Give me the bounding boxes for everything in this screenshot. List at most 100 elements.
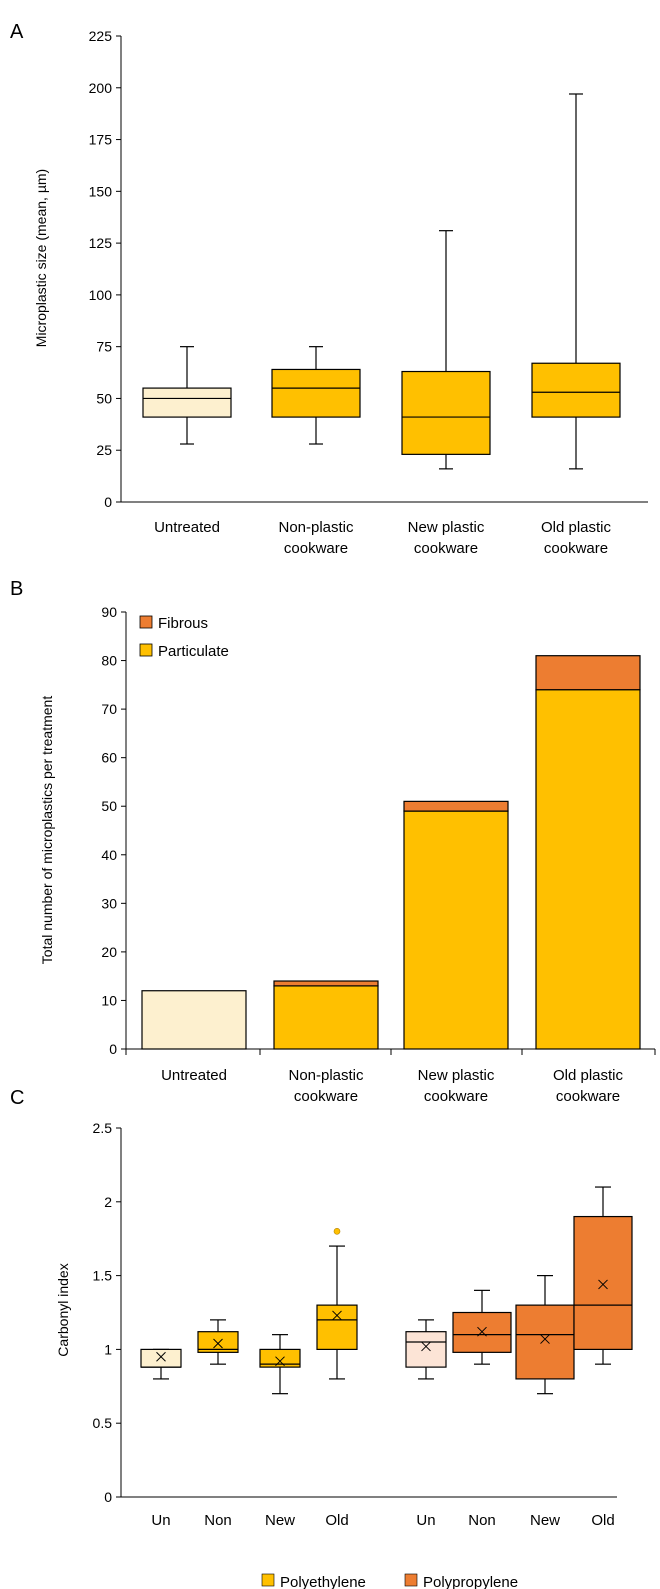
panel-c-y-axis-label: Carbonyl index [55,1263,71,1356]
panel-a-ytick-label: 125 [89,235,113,251]
panel-c-pe-new-box [259,1348,301,1368]
panel-a-ytick-label: 50 [96,390,112,406]
panel-b-category-label: Old plastic [553,1067,624,1084]
panel-c-pe-old-outlier-point [333,1228,341,1235]
panel-a-category-label: Old plastic [541,519,612,536]
panel-c-category-label: New [265,1512,295,1529]
panel-a-ytick-label: 100 [89,287,113,303]
legend-polypropylene-label: Polypropylene [423,1574,518,1589]
panel-a-y-axis-label: Microplastic size (mean, µm) [33,169,49,347]
panel-a: A Microplastic size (mean, µm) 0 25 50 75 10… [10,21,648,557]
panel-c-category-label: New [530,1512,560,1529]
panel-b-old-plastic-particulate-bar [535,689,641,1050]
panel-c-category-label: Old [591,1512,614,1529]
panel-b-non-plastic-particulate-bar [273,985,379,1050]
panel-b-y-axis-label: Total number of microplastics per treatm… [39,696,55,965]
panel-a-untreated-box [142,387,232,418]
panel-a-ytick-label: 75 [96,339,112,355]
panel-c-pe-non-mean-marker [213,1338,223,1349]
panel-c-ytick-label: 2 [104,1194,112,1210]
panel-a-non-plastic-box [271,368,361,418]
panel-c-category-label: Non [468,1512,496,1529]
panel-b-ytick-label: 20 [101,944,117,960]
panel-c-category-label: Old [325,1512,348,1529]
panel-a-category-label: Untreated [154,519,220,536]
panel-a-category-label: Non-plastic [278,519,354,536]
panel-b-old-plastic-fibrous-bar [535,655,641,691]
panel-c-boxes [140,1186,633,1395]
panel-b-bars [125,655,656,1055]
panel-b-x-categories: Untreated Non-plastic cookware New plastic c… [161,1067,623,1105]
panel-c-y-ticks: 0 0.5 1 1.5 2 2.5 [93,1120,121,1505]
panel-a-category-label: cookware [544,540,608,557]
panel-b-category-label: cookware [294,1088,358,1105]
panel-c-letter: C [10,1087,24,1109]
panel-b-untreated-particulate-bar [141,990,247,1050]
panel-b-ytick-label: 80 [101,653,117,669]
legend-polyethylene-swatch [261,1573,275,1587]
panel-b-category-label: New plastic [418,1067,495,1084]
panel-c-pp-new-mean-marker [540,1334,550,1344]
legend-particulate-label: Particulate [158,643,229,660]
panel-c-pp-un-box [405,1331,447,1368]
legend-polyethylene-label: Polyethylene [280,1574,366,1589]
panel-a-category-label: New plastic [408,519,485,536]
legend-fibrous-swatch [139,615,153,629]
panel-b: B Total number of microplastics per trea… [10,578,656,1105]
panel-c-category-label: Un [416,1512,435,1529]
panel-a-ytick-label: 200 [89,80,113,96]
panel-c-pp-old-box [573,1215,633,1351]
panel-c-pe-un-box [140,1348,182,1368]
panel-c-pp-non-box [452,1311,512,1353]
panel-b-ytick-label: 50 [101,798,117,814]
panel-b-ytick-label: 70 [101,701,117,717]
panel-a-new-plastic-box [401,370,491,455]
panel-b-ytick-label: 0 [109,1041,117,1057]
panel-b-ytick-label: 10 [101,992,117,1008]
panel-a-ytick-label: 225 [89,28,113,44]
panel-b-letter: B [10,578,23,600]
panel-b-category-label: cookware [424,1088,488,1105]
panel-c-ytick-label: 2.5 [93,1120,113,1136]
panel-c-pp-old-mean-marker [598,1279,608,1290]
panel-b-y-ticks: 0 10 20 30 40 50 60 70 80 90 [101,604,126,1057]
panel-c: C Carbonyl index 0 0.5 1 1.5 2 2.5 Un Non New Ol… [10,1087,633,1589]
panel-a-boxes [142,93,621,470]
panel-c-ytick-label: 0.5 [93,1415,113,1431]
panel-a-y-ticks: 0 25 50 75 100 125 150 175 200 225 [89,28,121,510]
panel-c-ytick-label: 1 [104,1341,112,1357]
panel-a-x-categories: Untreated Non-plastic cookware New plastic c… [154,519,611,557]
legend-particulate-swatch [139,643,153,657]
panel-c-pe-un-mean-marker [156,1351,166,1362]
panel-c-category-label: Un [151,1512,170,1529]
legend-fibrous-label: Fibrous [158,615,208,632]
panel-b-category-label: Non-plastic [288,1067,364,1084]
panel-b-category-label: Untreated [161,1067,227,1084]
panel-b-legend: Fibrous Particulate [139,615,229,660]
panel-b-non-plastic-fibrous-bar [273,980,379,987]
panel-b-new-plastic-fibrous-bar [403,800,509,812]
panel-c-x-categories: Un Non New Old Un Non New Old [151,1512,614,1529]
panel-b-ytick-label: 60 [101,750,117,766]
panel-c-pe-old-mean-marker [332,1310,342,1321]
panel-b-ytick-label: 30 [101,895,117,911]
legend-polypropylene-swatch [404,1573,418,1587]
panel-a-ytick-label: 175 [89,132,113,148]
panel-c-pp-non-mean-marker [477,1326,487,1337]
panel-c-ytick-label: 0 [104,1489,112,1505]
panel-c-pe-non-box [197,1331,239,1353]
panel-c-category-label: Non [204,1512,232,1529]
panel-a-category-label: cookware [414,540,478,557]
panel-c-pe-old-box [316,1304,358,1350]
panel-c-ytick-label: 1.5 [93,1268,113,1284]
panel-b-category-label: cookware [556,1088,620,1105]
panel-b-new-plastic-particulate-bar [403,810,509,1050]
panel-a-ytick-label: 0 [104,494,112,510]
panel-a-ytick-label: 150 [89,183,113,199]
panel-a-old-plastic-box [531,362,621,418]
panel-c-pe-new-mean-marker [275,1356,285,1367]
panel-a-ytick-label: 25 [96,442,112,458]
panel-c-legend: Polyethylene Polypropylene [261,1573,518,1589]
panel-c-pp-un-mean-marker [421,1341,431,1352]
